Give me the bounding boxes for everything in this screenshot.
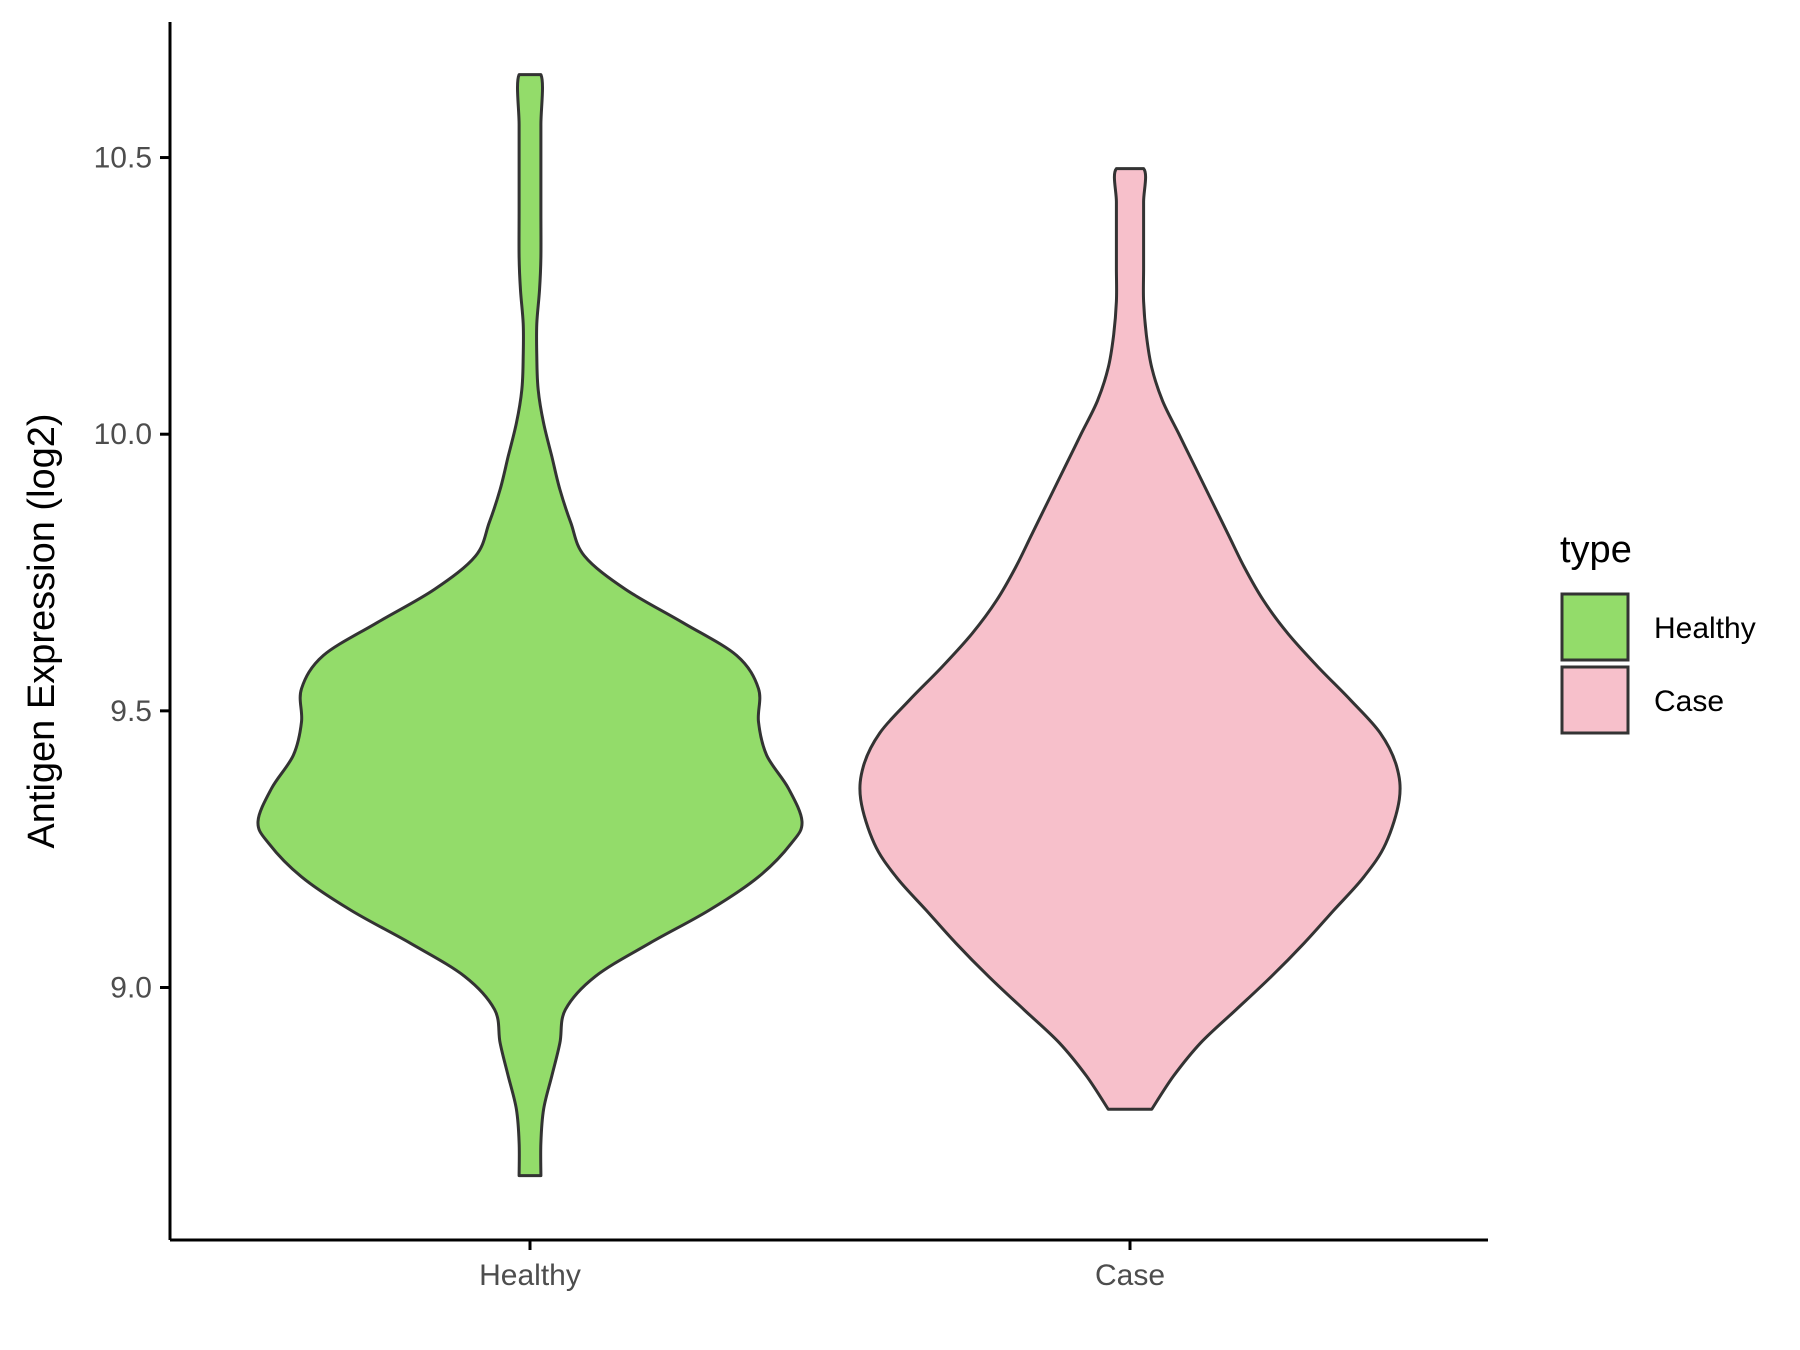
legend-title: type <box>1560 529 1632 571</box>
x-tick-label: Healthy <box>479 1259 581 1292</box>
y-axis-title: Antigen Expression (log2) <box>21 413 63 848</box>
violin-layer <box>256 73 1402 1178</box>
legend-items: Healthy Case <box>1560 592 1756 735</box>
y-tick-label: 10.5 <box>94 142 152 175</box>
y-tick-label: 9.5 <box>110 695 152 728</box>
legend-label-case: Case <box>1654 685 1724 718</box>
y-tick-label: 9.0 <box>110 972 152 1005</box>
x-tick-label: Case <box>1095 1259 1165 1292</box>
y-tick-label: 10.0 <box>94 418 152 451</box>
legend: type Healthy Case <box>1560 529 1756 735</box>
violin-healthy <box>256 73 804 1178</box>
violin-case <box>858 167 1402 1111</box>
legend-swatch-healthy <box>1560 592 1630 662</box>
y-axis-ticks: 9.0 9.5 10.0 10.5 <box>94 142 170 1005</box>
legend-swatch-case <box>1560 665 1630 735</box>
legend-label-healthy: Healthy <box>1654 612 1756 645</box>
x-axis-ticks: Healthy Case <box>479 1240 1165 1292</box>
